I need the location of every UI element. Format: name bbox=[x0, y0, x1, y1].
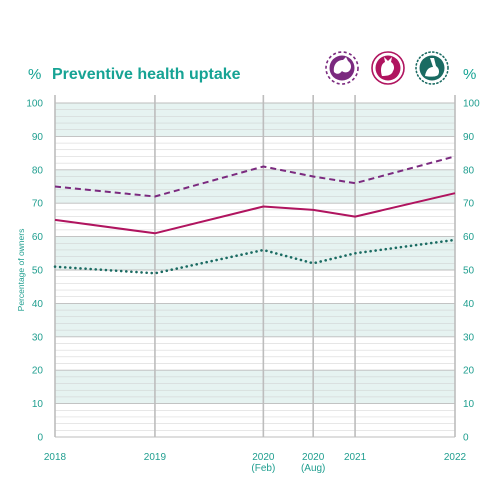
y-tick-label: 50 bbox=[463, 266, 475, 277]
y-tick-label: 30 bbox=[463, 332, 475, 343]
y-tick-label: 10 bbox=[463, 399, 475, 410]
y-tick-label: 20 bbox=[32, 366, 44, 377]
x-tick-sublabel: (Feb) bbox=[251, 463, 275, 474]
y-tick-label: 20 bbox=[463, 366, 475, 377]
y-tick-label: 70 bbox=[32, 199, 44, 210]
percent-label-right: % bbox=[463, 66, 476, 83]
band bbox=[55, 370, 455, 404]
band bbox=[55, 236, 455, 270]
x-tick-label: 2020 bbox=[252, 452, 275, 463]
band bbox=[55, 103, 455, 137]
dog-icon bbox=[325, 51, 359, 85]
x-tick-label: 2019 bbox=[144, 452, 167, 463]
y-ticks-right: 0 10 20 30 40 50 60 70 80 90 100 bbox=[463, 99, 480, 444]
x-tick-sublabel: (Aug) bbox=[301, 463, 325, 474]
y-tick-label: 0 bbox=[37, 433, 43, 444]
x-tick-label: 2020 bbox=[302, 452, 325, 463]
series-line-dog bbox=[54, 155, 456, 198]
series-lines bbox=[53, 155, 457, 275]
background-bands bbox=[55, 103, 455, 404]
y-ticks-left: 0 10 20 30 40 50 60 70 80 90 100 bbox=[26, 99, 43, 444]
y-tick-label: 90 bbox=[463, 132, 475, 143]
series-line-rabbit bbox=[53, 238, 457, 275]
percent-label-left: % bbox=[28, 66, 41, 83]
y-axis-label: Percentage of owners bbox=[16, 229, 26, 312]
y-tick-label: 10 bbox=[32, 399, 44, 410]
x-tick-label: 2021 bbox=[344, 452, 367, 463]
y-tick-label: 40 bbox=[463, 299, 475, 310]
gridlines bbox=[55, 102, 455, 438]
year-lines bbox=[54, 95, 456, 437]
y-tick-label: 100 bbox=[26, 99, 43, 110]
y-tick-label: 60 bbox=[463, 232, 475, 243]
band bbox=[55, 169, 455, 204]
y-tick-label: 50 bbox=[32, 266, 44, 277]
x-tick-label: 2018 bbox=[44, 452, 67, 463]
y-tick-label: 80 bbox=[32, 165, 44, 176]
y-tick-label: 40 bbox=[32, 299, 44, 310]
x-tick-label: 2022 bbox=[444, 452, 467, 463]
chart-title: Preventive health uptake bbox=[52, 66, 241, 83]
y-tick-label: 0 bbox=[463, 433, 469, 444]
y-tick-label: 80 bbox=[463, 165, 475, 176]
x-ticks: 2018 2019 2020(Feb)2020(Aug)2021 2022 bbox=[44, 452, 467, 474]
y-tick-label: 60 bbox=[32, 232, 44, 243]
series-line-cat bbox=[54, 192, 456, 235]
cat-icon bbox=[371, 51, 405, 85]
y-tick-label: 100 bbox=[463, 99, 480, 110]
y-tick-label: 90 bbox=[32, 132, 44, 143]
y-tick-label: 70 bbox=[463, 199, 475, 210]
band bbox=[55, 303, 455, 337]
y-tick-label: 30 bbox=[32, 332, 44, 343]
rabbit-icon bbox=[415, 51, 449, 85]
